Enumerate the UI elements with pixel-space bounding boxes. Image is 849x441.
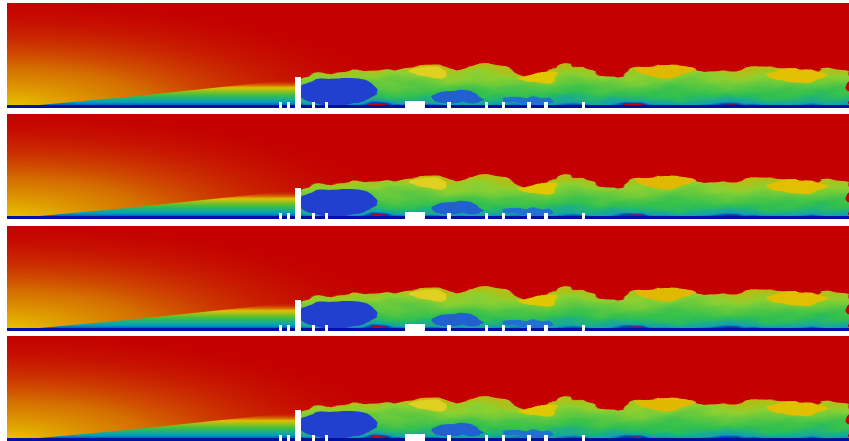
panel-3 [7, 226, 849, 331]
panel-4 [7, 336, 849, 441]
panel-2 [7, 114, 849, 219]
panel-1 [7, 3, 849, 108]
page: (() => { const data = JSON.parse(documen… [0, 0, 849, 441]
figure [0, 0, 849, 441]
